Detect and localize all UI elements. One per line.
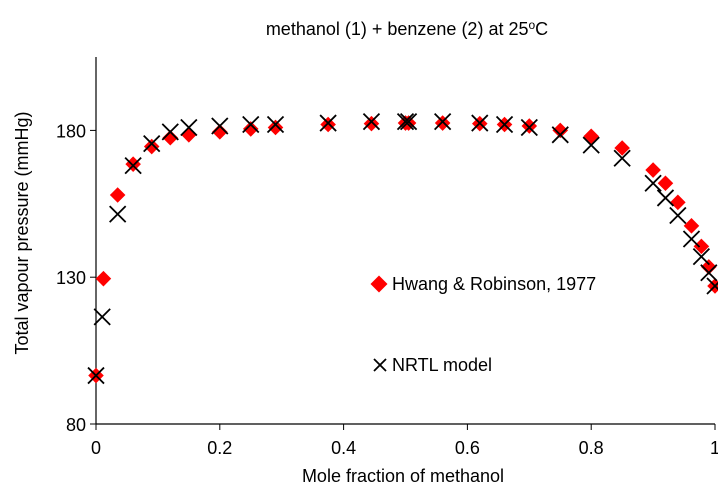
legend-marker-hwang-robinson [370,275,388,293]
chart-series-layer [87,112,718,385]
y-tick-label-0: 80 [66,415,86,435]
data-point-nrtl-3 [124,156,142,175]
data-point-nrtl-2 [109,205,127,223]
data-point-nrtl-stroke-b-15 [471,114,489,132]
x-tick-label-4: 0.8 [579,438,604,458]
data-point-nrtl-stroke-b-3 [124,156,142,175]
data-point-hwang-robinson-3 [125,156,141,172]
data-point-nrtl-stroke-b-13 [399,112,418,131]
legend-label-nrtl: NRTL model [392,355,492,375]
data-point-nrtl-stroke-b-0 [87,366,105,385]
data-point-nrtl-stroke-b-1 [93,308,111,326]
series-1 [87,112,718,385]
data-point-nrtl-7 [211,117,229,135]
data-point-nrtl-21 [644,174,662,192]
data-point-nrtl-11 [362,112,381,131]
data-point-nrtl-19 [582,136,600,154]
data-point-nrtl-stroke-b-26 [700,264,718,282]
data-point-hwang-robinson-5 [162,129,179,146]
data-point-nrtl-stroke-b-18 [551,126,569,144]
data-point-nrtl-stroke-b-4 [143,134,161,153]
data-point-nrtl-stroke-b-22 [656,189,675,207]
data-point-nrtl-14 [434,112,452,131]
data-point-nrtl-8 [242,115,260,134]
x-tick-label-2: 0.4 [331,438,356,458]
data-point-hwang-robinson-2 [109,187,126,203]
data-point-nrtl-stroke-b-23 [669,206,687,225]
x-tick-label-0: 0 [91,438,101,458]
y-tick-label-1: 130 [56,268,86,288]
data-point-hwang-robinson-24 [683,218,700,234]
data-point-nrtl-5 [161,123,179,141]
data-point-nrtl-stroke-b-5 [161,123,179,141]
x-tick-label-1: 0.2 [207,438,232,458]
data-point-hwang-robinson-21 [645,162,661,178]
data-point-nrtl-25 [692,248,711,266]
x-axis-label: Mole fraction of methanol [302,466,504,486]
data-point-nrtl-12 [396,112,415,131]
data-point-nrtl-4 [143,134,161,153]
data-point-nrtl-stroke-b-2 [109,205,127,223]
x-tick-label-5: 1 [710,438,718,458]
data-point-nrtl-9 [266,115,285,134]
data-point-nrtl-stroke-b-20 [613,149,631,167]
data-point-nrtl-stroke-b-19 [582,136,600,154]
data-point-nrtl-22 [656,189,675,207]
data-point-hwang-robinson-25 [693,238,710,255]
chart-title: methanol (1) + benzene (2) at 25oC [266,18,548,39]
data-point-nrtl-26 [700,264,718,282]
data-point-nrtl-1 [93,308,111,326]
data-point-nrtl-stroke-b-25 [692,248,711,266]
data-point-nrtl-stroke-b-10 [319,114,337,132]
data-point-nrtl-stroke-b-9 [266,115,285,134]
data-point-nrtl-17 [520,118,538,137]
data-point-nrtl-20 [613,149,631,167]
chart-title-superscript: o [528,18,535,32]
data-point-nrtl-6 [180,118,198,137]
data-point-nrtl-stroke-b-7 [211,117,229,135]
chart-title-main: methanol (1) + benzene (2) at 25 [266,19,529,39]
data-point-nrtl-stroke-b-12 [396,112,415,131]
data-point-nrtl-27 [706,277,718,295]
x-axis-ticks: 0 0.2 0.4 0.6 0.8 1 [91,424,718,458]
data-point-nrtl-stroke-b-21 [644,174,662,192]
chart-title-end: C [535,19,548,39]
data-point-nrtl-10 [319,114,337,132]
data-point-nrtl-24 [682,230,701,248]
y-axis-label: Total vapour pressure (mmHg) [12,111,32,354]
data-point-nrtl-13 [399,112,418,131]
data-point-hwang-robinson-8 [242,121,259,137]
data-point-nrtl-stroke-b-16 [495,115,514,134]
data-point-nrtl-stroke-b-14 [434,112,452,131]
legend-marker-nrtl-b [373,358,387,372]
data-point-nrtl-16 [495,115,514,134]
data-point-nrtl-stroke-b-6 [180,118,198,137]
data-point-hwang-robinson-20 [614,140,630,156]
data-point-nrtl-15 [471,114,489,132]
y-tick-label-2: 180 [56,121,86,141]
data-point-nrtl-23 [669,206,687,225]
y-axis-ticks: 80 130 180 [56,121,96,435]
data-point-nrtl-stroke-b-27 [706,281,718,295]
data-point-nrtl-18 [551,126,569,144]
data-point-nrtl-stroke-b-17 [520,118,538,137]
data-point-hwang-robinson-4 [143,138,160,155]
data-point-nrtl-stroke-b-8 [242,115,260,134]
data-point-nrtl-stroke-b-24 [682,230,701,248]
data-point-hwang-robinson-22 [657,175,674,192]
x-tick-label-3: 0.6 [455,438,480,458]
data-point-nrtl-0 [87,366,105,385]
legend-label-hwang-robinson: Hwang & Robinson, 1977 [392,274,596,294]
data-point-hwang-robinson-7 [212,124,228,140]
data-point-nrtl-stroke-b-11 [362,112,381,131]
data-point-hwang-robinson-23 [670,194,686,211]
chart-legend: Hwang & Robinson, 1977 NRTL model [370,274,596,375]
